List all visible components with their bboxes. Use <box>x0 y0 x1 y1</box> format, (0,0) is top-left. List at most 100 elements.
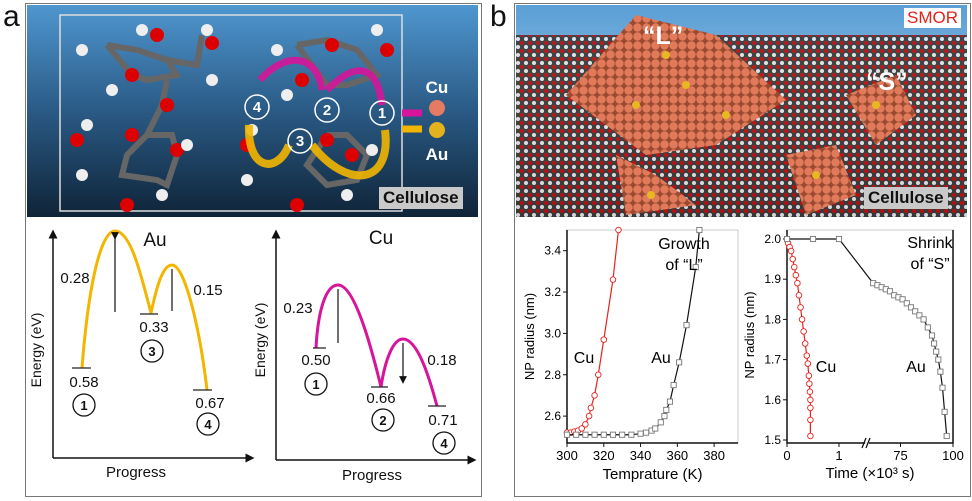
data-point-cu <box>789 255 796 263</box>
data-point-cu <box>615 226 622 234</box>
series-line-cu <box>786 238 811 436</box>
x-axis-label: Temprature (K) <box>602 466 702 483</box>
smor-label: SMOR <box>904 8 961 28</box>
y-tick-label: 1.5 <box>764 433 781 447</box>
plot-area-shrink <box>786 229 954 444</box>
x-tick-label: 320 <box>593 448 615 463</box>
data-point-au <box>663 406 670 413</box>
y-tick-label: 1.9 <box>764 272 781 286</box>
data-point-au <box>903 300 910 307</box>
cellulose-molecule-image: 1 2 3 4 Cu Au <box>27 5 478 217</box>
data-point-au <box>941 408 948 415</box>
axis-break-mark <box>861 437 871 449</box>
series-label-au: Au <box>906 359 926 376</box>
series-label-cu: Cu <box>816 359 836 376</box>
nanoparticle-scene <box>516 15 967 217</box>
panel-b-label: b <box>490 0 507 33</box>
au-barrier-2: 0.15 <box>193 282 222 299</box>
au-level-1: 0.58 <box>69 374 98 391</box>
data-point-au <box>652 425 659 432</box>
panel-a <box>25 3 482 497</box>
data-point-cu <box>595 371 602 379</box>
au-site-3: 3 <box>148 344 155 359</box>
data-point-cu <box>587 404 595 412</box>
data-point-au <box>676 359 683 366</box>
data-point-au <box>696 226 703 234</box>
data-point-cu <box>807 432 814 440</box>
data-point-au <box>924 324 931 331</box>
data-point-au <box>920 316 927 323</box>
data-point-au <box>661 413 668 420</box>
data-point-au <box>933 348 940 355</box>
annotation-line: Shrink <box>907 235 953 252</box>
au-path-arrow-2 <box>244 124 293 168</box>
cu-level-1: 0.50 <box>301 352 330 369</box>
au-path-arrow-1 <box>308 129 390 180</box>
smor-simulation-image <box>516 5 967 217</box>
y-tick-label: 1.7 <box>764 353 781 367</box>
y-tick-label: 3.4 <box>544 244 561 258</box>
data-point-au <box>609 431 617 438</box>
data-point-cu <box>798 316 806 323</box>
data-point-cu <box>807 404 814 412</box>
data-point-cu <box>805 372 813 379</box>
cu-level-2: 0.66 <box>366 390 395 407</box>
data-point-au <box>692 264 699 271</box>
site-1: 1 <box>378 105 386 122</box>
data-point-cu <box>800 328 807 335</box>
data-point-au <box>939 384 946 391</box>
site-4: 4 <box>253 99 262 116</box>
data-point-cu <box>806 380 813 387</box>
data-point-au <box>643 429 650 436</box>
annotation-line: of “S” <box>910 256 949 273</box>
y-axis-label: NP radius (nm) <box>522 293 537 380</box>
data-point-au <box>937 368 944 375</box>
y-tick-label: 2.0 <box>764 232 781 246</box>
data-point-au <box>783 235 791 243</box>
cu-path-arrow-1 <box>324 67 386 106</box>
au-level-3: 0.33 <box>139 319 168 336</box>
x-tick-label: 75 <box>893 448 907 463</box>
cellulose-label-b: Cellulose <box>864 187 948 209</box>
cu-site-4: 4 <box>440 436 448 451</box>
panel-a-label: a <box>3 0 20 33</box>
series-label-au: Au <box>651 350 671 367</box>
data-point-au <box>563 431 571 438</box>
data-point-cu <box>794 279 801 287</box>
au-ylabel: Energy (eV) <box>28 313 44 388</box>
data-point-cu <box>807 396 814 404</box>
small-nanoparticle <box>846 75 916 145</box>
x-axis-label: Time (×10³ s) <box>825 465 914 482</box>
data-point-au <box>591 431 598 438</box>
data-point-cu <box>578 425 585 432</box>
au-atom-legend <box>429 122 445 138</box>
data-point-au <box>928 332 936 339</box>
legend-cu: Cu <box>426 78 449 97</box>
data-point-au <box>809 235 817 243</box>
data-point-au <box>582 431 589 438</box>
data-point-au <box>683 322 690 329</box>
data-point-cu <box>803 352 811 359</box>
cu-xlabel: Progress <box>342 467 402 484</box>
data-point-cu <box>807 416 814 424</box>
cu-level-4: 0.71 <box>428 412 457 429</box>
data-point-au <box>931 340 938 347</box>
au-diagram-title: Au <box>143 230 166 251</box>
data-point-cu <box>585 412 593 420</box>
plot-area-growth <box>566 229 739 444</box>
data-point-au <box>935 356 942 363</box>
data-point-au <box>619 431 626 438</box>
cu-ylabel: Energy (eV) <box>252 303 268 378</box>
y-tick-label: 2.8 <box>544 368 561 382</box>
site-2: 2 <box>323 102 331 119</box>
y-axis-label: NP radius (nm) <box>742 291 757 378</box>
data-point-cu <box>609 276 617 283</box>
data-point-au <box>907 304 915 311</box>
x-tick-label: 380 <box>703 448 725 463</box>
data-point-au <box>912 308 919 315</box>
y-tick-label: 3.0 <box>544 326 561 340</box>
data-point-au <box>899 296 906 303</box>
data-point-au <box>573 431 580 438</box>
cu-diagram-title: Cu <box>369 228 393 249</box>
